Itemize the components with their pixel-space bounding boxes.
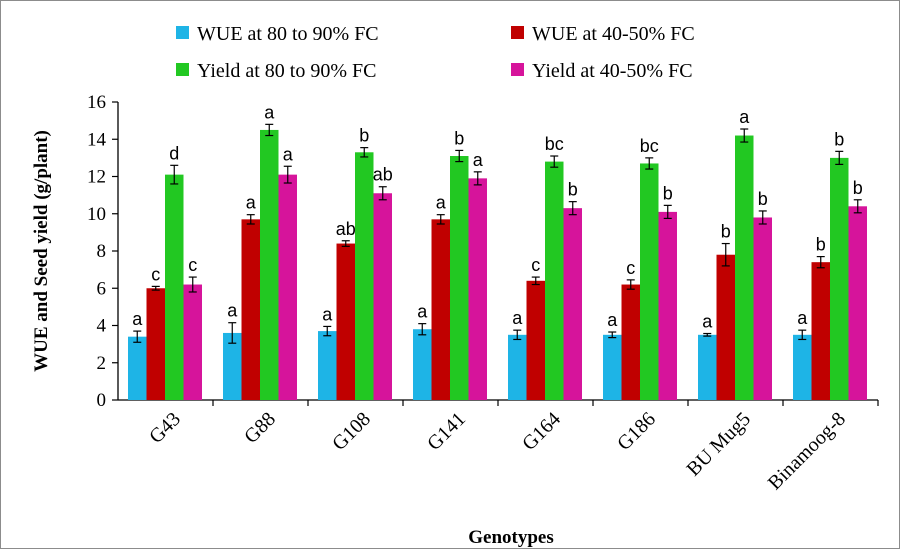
- bar: [413, 329, 432, 400]
- significance-label: a: [246, 193, 257, 213]
- significance-label: a: [283, 144, 294, 164]
- significance-label: c: [151, 264, 160, 284]
- significance-label: d: [169, 143, 179, 163]
- y-ticks: 0 2 4 6 8 10 12 14 16: [87, 92, 118, 411]
- significance-label: a: [739, 107, 750, 127]
- significance-label: a: [512, 308, 523, 328]
- significance-label: b: [568, 180, 578, 200]
- bar: [183, 284, 202, 400]
- y-tick-label: 6: [97, 278, 107, 299]
- x-axis-label: Genotypes: [468, 527, 554, 548]
- bar: [318, 331, 337, 400]
- x-tick-label: G108: [328, 408, 375, 455]
- significance-label: a: [607, 310, 618, 330]
- legend-label: Yield at 40-50% FC: [532, 60, 693, 82]
- bar: [468, 178, 487, 400]
- bar: [241, 219, 260, 400]
- x-tick-label: G141: [423, 408, 470, 455]
- significance-label: a: [436, 193, 447, 213]
- significance-label: c: [626, 258, 635, 278]
- bar: [223, 332, 242, 400]
- bar: [508, 334, 527, 400]
- y-tick-label: 4: [97, 316, 107, 337]
- bar: [830, 157, 849, 400]
- bar: [658, 211, 677, 400]
- bar: [165, 174, 184, 400]
- y-tick-label: 14: [87, 129, 107, 150]
- significance-label: a: [132, 309, 143, 329]
- bar: [278, 174, 297, 400]
- significance-label: bc: [545, 134, 564, 154]
- bar: [450, 156, 469, 400]
- legend-swatch: [176, 26, 189, 39]
- bar: [603, 334, 622, 400]
- bar: [848, 206, 867, 400]
- x-tick-label: BU Mug5: [683, 408, 756, 481]
- bar: [373, 193, 392, 400]
- significance-label: b: [834, 129, 844, 149]
- y-tick-label: 16: [87, 92, 106, 113]
- bar: [698, 334, 717, 400]
- significance-label: a: [264, 102, 275, 122]
- bar: [526, 280, 545, 400]
- significance-label: ab: [336, 219, 356, 239]
- bar: [793, 334, 812, 400]
- significance-label: b: [758, 189, 768, 209]
- significance-label: c: [188, 255, 197, 275]
- significance-label: b: [454, 128, 464, 148]
- bar: [128, 336, 147, 400]
- significance-label: a: [227, 301, 238, 321]
- significance-label: a: [702, 312, 713, 332]
- significance-label: c: [531, 255, 540, 275]
- legend-label: Yield at 80 to 90% FC: [197, 60, 376, 82]
- significance-label: ab: [373, 165, 393, 185]
- bar: [563, 208, 582, 400]
- bar: [753, 217, 772, 400]
- x-ticks: G43 G88 G108 G141 G164 G186 BU Mug5 Binamoog-8: [145, 400, 879, 494]
- significance-label: a: [322, 304, 333, 324]
- bar: [146, 288, 165, 400]
- significance-label: b: [359, 126, 369, 146]
- bar: [431, 219, 450, 400]
- bar: [545, 161, 564, 400]
- y-tick-label: 8: [97, 241, 107, 262]
- significance-label: b: [853, 178, 863, 198]
- x-tick-label: G186: [613, 408, 660, 455]
- x-tick-label: G43: [145, 408, 185, 448]
- bar: [735, 135, 754, 400]
- y-tick-label: 2: [97, 353, 107, 374]
- y-tick-label: 12: [87, 167, 106, 188]
- significance-label: b: [721, 222, 731, 242]
- x-tick-label: G164: [518, 408, 565, 455]
- bar: [260, 129, 279, 400]
- y-tick-label: 10: [87, 204, 106, 225]
- legend: WUE at 80 to 90% FC WUE at 40-50% FC Yield…: [176, 23, 695, 82]
- legend-swatch: [511, 63, 524, 76]
- y-axis-label: WUE and Seed yield (g/plant): [31, 130, 52, 372]
- y-tick-label: 0: [97, 390, 107, 411]
- significance-label: a: [797, 308, 808, 328]
- significance-label: a: [417, 302, 428, 322]
- legend-swatch: [176, 63, 189, 76]
- bar: [336, 243, 355, 400]
- significance-label: b: [816, 235, 826, 255]
- bar: [811, 262, 830, 400]
- x-tick-label: Binamoog-8: [764, 408, 850, 494]
- bar: [716, 254, 735, 400]
- legend-swatch: [511, 26, 524, 39]
- x-tick-label: G88: [240, 408, 280, 448]
- bar: [640, 163, 659, 400]
- significance-label: b: [663, 183, 673, 203]
- legend-label: WUE at 40-50% FC: [532, 23, 695, 45]
- legend-label: WUE at 80 to 90% FC: [197, 23, 379, 45]
- bar: [621, 284, 640, 400]
- significance-label: bc: [640, 136, 659, 156]
- bar: [355, 152, 374, 400]
- significance-label: a: [473, 150, 484, 170]
